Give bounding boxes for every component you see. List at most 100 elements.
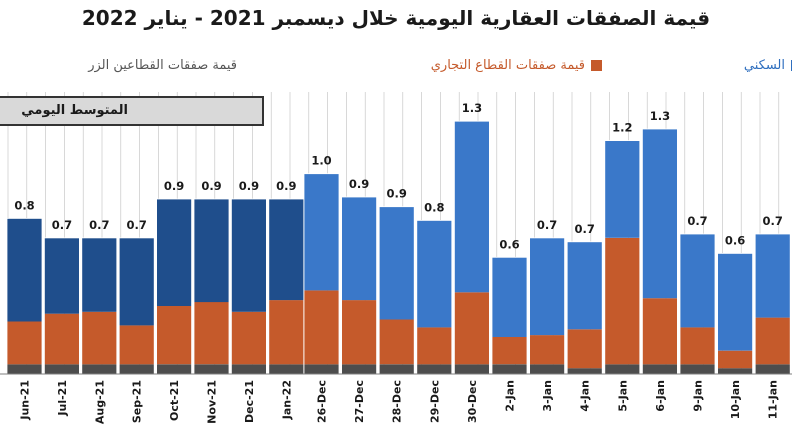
bar-monthly-commercial-Jul-21 <box>44 313 80 365</box>
bar-daily-other-27-Dec <box>341 364 377 374</box>
bar-daily-other-3-Jan <box>529 364 565 374</box>
value-label-daily-30-Dec: 1.3 <box>462 101 482 115</box>
value-label-daily-2-Jan: 0.6 <box>499 237 519 251</box>
tick-label-daily-9-Jan: 9-Jan <box>692 380 705 412</box>
value-label-daily-10-Jan: 0.6 <box>725 233 745 247</box>
bar-daily-commercial-10-Jan <box>717 350 753 369</box>
bar-daily-commercial-2-Jan <box>492 337 527 365</box>
value-label-daily-29-Dec: 0.8 <box>424 200 444 214</box>
tick-label-daily-29-Dec: 29-Dec <box>428 380 441 423</box>
bar-daily-other-28-Dec <box>379 364 415 374</box>
tick-label-daily-2-Jan: 2-Jan <box>504 380 517 412</box>
bar-daily-other-6-Jan <box>642 364 678 374</box>
value-label-monthly-Jul-21: 0.7 <box>52 218 72 232</box>
bar-daily-other-2-Jan <box>492 364 527 374</box>
bar-daily-other-29-Dec <box>416 364 452 374</box>
value-label-daily-28-Dec: 0.9 <box>387 187 407 201</box>
bar-monthly-other-Sep-21 <box>119 364 155 374</box>
tick-label-monthly-Jan-22: Jan-22 <box>280 380 293 420</box>
tick-label-monthly-Jun-21: Jun-21 <box>19 380 32 421</box>
bar-monthly-residential-Jun-21 <box>7 218 42 322</box>
value-label-daily-26-Dec: 1.0 <box>311 154 331 168</box>
bar-daily-commercial-9-Jan <box>680 327 715 365</box>
tick-label-daily-26-Dec: 26-Dec <box>316 380 329 423</box>
value-label-monthly-Aug-21: 0.7 <box>89 218 109 232</box>
value-label-daily-11-Jan: 0.7 <box>763 214 783 228</box>
bar-monthly-commercial-Sep-21 <box>119 325 155 365</box>
bar-daily-commercial-11-Jan <box>755 317 791 365</box>
bar-daily-residential-28-Dec <box>379 206 415 320</box>
tick-label-daily-6-Jan: 6-Jan <box>654 380 667 412</box>
tick-label-daily-28-Dec: 28-Dec <box>391 380 404 423</box>
bar-daily-commercial-29-Dec <box>416 327 452 365</box>
bar-daily-residential-9-Jan <box>680 234 715 328</box>
bar-daily-commercial-6-Jan <box>642 298 678 365</box>
bar-monthly-other-Jun-21 <box>7 364 42 374</box>
chart-title: قيمة الصفقات العقارية اليومية خلال ديسمب… <box>81 6 711 30</box>
bar-daily-residential-10-Jan <box>717 253 753 351</box>
tick-label-monthly-Nov-21: Nov-21 <box>206 380 219 424</box>
bar-daily-commercial-27-Dec <box>341 300 377 365</box>
bar-monthly-other-Aug-21 <box>81 364 117 374</box>
bar-monthly-residential-Jan-22 <box>268 199 304 301</box>
legend-other-label: قيمة صفقات القطاعين الزر <box>88 58 237 73</box>
bar-monthly-commercial-Oct-21 <box>156 305 192 365</box>
value-label-monthly-Nov-21: 0.9 <box>201 179 221 193</box>
bar-daily-commercial-4-Jan <box>567 329 603 369</box>
tick-label-daily-11-Jan: 11-Jan <box>767 380 780 419</box>
bar-daily-residential-30-Dec <box>454 121 490 293</box>
legend-other: قيمة صفقات القطاعين الزر <box>88 58 237 73</box>
bar-monthly-other-Dec-21 <box>231 364 267 374</box>
bar-daily-commercial-3-Jan <box>529 335 565 365</box>
value-label-monthly-Jun-21: 0.8 <box>14 198 34 212</box>
tick-label-monthly-Oct-21: Oct-21 <box>168 380 181 421</box>
bar-monthly-commercial-Dec-21 <box>231 311 267 365</box>
bar-monthly-other-Jul-21 <box>44 364 80 374</box>
bar-daily-residential-2-Jan <box>492 257 527 337</box>
daily-average-label-box: المتوسط اليومي <box>0 96 264 126</box>
bar-daily-commercial-26-Dec <box>304 290 339 365</box>
tick-label-monthly-Sep-21: Sep-21 <box>131 380 144 423</box>
bar-monthly-residential-Nov-21 <box>194 199 229 303</box>
bar-daily-residential-5-Jan <box>604 140 640 238</box>
tick-label-monthly-Jul-21: Jul-21 <box>56 380 69 417</box>
bar-monthly-commercial-Jan-22 <box>268 300 304 365</box>
value-label-monthly-Jan-22: 0.9 <box>276 179 296 193</box>
bar-daily-other-30-Dec <box>454 364 490 374</box>
bar-monthly-residential-Aug-21 <box>81 237 117 312</box>
bar-daily-residential-11-Jan <box>755 234 791 318</box>
legend-commercial-label: قيمة صفقات القطاع التجاري <box>430 58 585 73</box>
value-label-monthly-Dec-21: 0.9 <box>239 179 259 193</box>
bar-daily-other-4-Jan <box>567 368 603 374</box>
bar-monthly-residential-Jul-21 <box>44 237 80 314</box>
bar-daily-other-5-Jan <box>604 364 640 374</box>
bar-daily-residential-4-Jan <box>567 241 603 330</box>
bar-daily-other-11-Jan <box>755 364 791 374</box>
bar-monthly-residential-Sep-21 <box>119 237 155 326</box>
bar-monthly-commercial-Jun-21 <box>7 321 42 365</box>
bar-monthly-commercial-Nov-21 <box>194 302 229 365</box>
tick-label-daily-4-Jan: 4-Jan <box>579 380 592 412</box>
bar-daily-commercial-28-Dec <box>379 319 415 365</box>
value-label-daily-5-Jan: 1.2 <box>612 121 632 135</box>
bar-daily-commercial-5-Jan <box>604 237 640 365</box>
bar-monthly-residential-Dec-21 <box>231 199 267 312</box>
bar-daily-residential-6-Jan <box>642 129 678 299</box>
tick-label-daily-27-Dec: 27-Dec <box>353 380 366 423</box>
tick-label-daily-30-Dec: 30-Dec <box>466 380 479 423</box>
tick-label-daily-5-Jan: 5-Jan <box>616 380 629 412</box>
value-label-daily-27-Dec: 0.9 <box>349 177 369 191</box>
value-label-daily-3-Jan: 0.7 <box>537 218 557 232</box>
value-label-daily-6-Jan: 1.3 <box>650 109 670 123</box>
tick-label-daily-3-Jan: 3-Jan <box>541 380 554 412</box>
bar-monthly-commercial-Aug-21 <box>81 311 117 365</box>
tick-label-daily-10-Jan: 10-Jan <box>729 380 742 419</box>
bar-monthly-residential-Oct-21 <box>156 199 192 306</box>
bar-daily-residential-29-Dec <box>416 220 452 328</box>
bar-monthly-other-Jan-22 <box>268 364 304 374</box>
tick-label-monthly-Aug-21: Aug-21 <box>93 380 106 424</box>
bar-daily-commercial-30-Dec <box>454 292 490 365</box>
bar-monthly-other-Nov-21 <box>194 364 229 374</box>
